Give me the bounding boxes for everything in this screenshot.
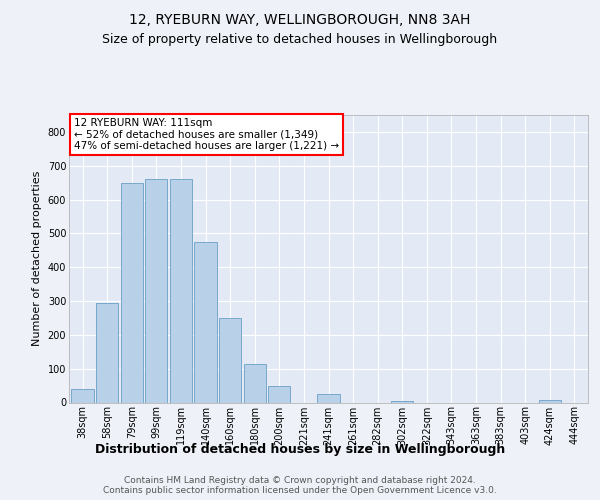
Bar [170, 180, 192, 402]
Text: Distribution of detached houses by size in Wellingborough: Distribution of detached houses by size … [95, 442, 505, 456]
Bar [96, 302, 118, 402]
Text: 12 RYEBURN WAY: 111sqm
← 52% of detached houses are smaller (1,349)
47% of semi-: 12 RYEBURN WAY: 111sqm ← 52% of detached… [74, 118, 340, 151]
Bar [71, 389, 94, 402]
Text: Size of property relative to detached houses in Wellingborough: Size of property relative to detached ho… [103, 32, 497, 46]
Bar [145, 180, 167, 402]
Bar [121, 182, 143, 402]
Bar [194, 242, 217, 402]
Bar [391, 401, 413, 402]
Bar [317, 394, 340, 402]
Y-axis label: Number of detached properties: Number of detached properties [32, 171, 42, 346]
Bar [539, 400, 561, 402]
Bar [244, 364, 266, 403]
Bar [219, 318, 241, 402]
Bar [268, 386, 290, 402]
Text: Contains HM Land Registry data © Crown copyright and database right 2024.
Contai: Contains HM Land Registry data © Crown c… [103, 476, 497, 495]
Text: 12, RYEBURN WAY, WELLINGBOROUGH, NN8 3AH: 12, RYEBURN WAY, WELLINGBOROUGH, NN8 3AH [130, 12, 470, 26]
